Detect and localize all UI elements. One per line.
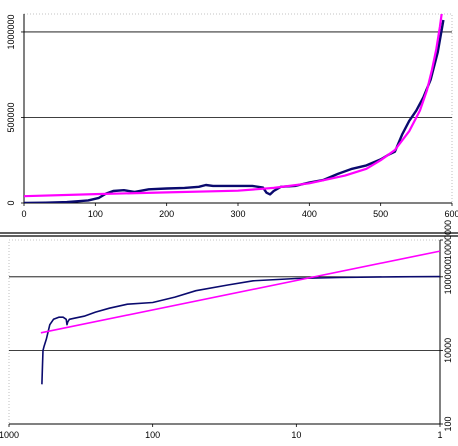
bottom-chart-data-line (41, 275, 441, 385)
bottom-chart-series (40, 250, 441, 385)
bottom-chart-y-tick-label: 10000000 (443, 220, 453, 260)
top-chart-fit-line (24, 14, 443, 198)
top-chart-y-tick-label: 0 (6, 200, 16, 205)
bottom-chart-x-tick-label: 100 (145, 430, 160, 440)
top-chart-y-tick-label: 1000000 (6, 14, 16, 49)
top-chart-x-tick-labels: 0 100 200 300 400 500 600 (21, 209, 458, 219)
bottom-chart-x-tick-label: 1000 (0, 430, 19, 440)
top-chart-x-tick-label: 300 (230, 209, 245, 219)
top-chart-gridlines (24, 31, 452, 118)
top-chart-x-tick-label: 0 (21, 209, 26, 219)
bottom-chart-x-tick-labels: 1000 100 10 1 (0, 430, 443, 440)
bottom-chart-plot-area (8, 239, 441, 425)
bottom-chart-y-tick-label: 10000 (443, 338, 453, 363)
top-chart-x-tick-label: 400 (302, 209, 317, 219)
bottom-chart-x-tick-label: 1 (437, 430, 442, 440)
top-chart-plot-area (23, 13, 453, 204)
top-chart-y-tick-label: 500000 (6, 102, 16, 132)
top-chart-axes (21, 14, 453, 206)
bottom-chart-gridlines (9, 276, 440, 351)
top-chart-x-tick-label: 100 (88, 209, 103, 219)
top-chart: 0 100 200 300 400 500 600 0 500000 1000000 (6, 13, 458, 219)
top-chart-series (24, 14, 445, 203)
top-chart-x-tick-label: 500 (373, 209, 388, 219)
bottom-chart-y-tick-label: 100 (443, 416, 453, 431)
bottom-chart-axes (8, 239, 443, 427)
top-chart-data-line (24, 19, 445, 203)
bottom-chart-fit-line (40, 250, 441, 334)
bottom-chart-y-tick-label: 1000000 (443, 259, 453, 294)
bottom-chart-x-tick-label: 10 (291, 430, 301, 440)
top-chart-x-tick-label: 600 (444, 209, 458, 219)
top-chart-y-tick-labels: 0 500000 1000000 (6, 14, 16, 205)
top-chart-x-tick-label: 200 (159, 209, 174, 219)
